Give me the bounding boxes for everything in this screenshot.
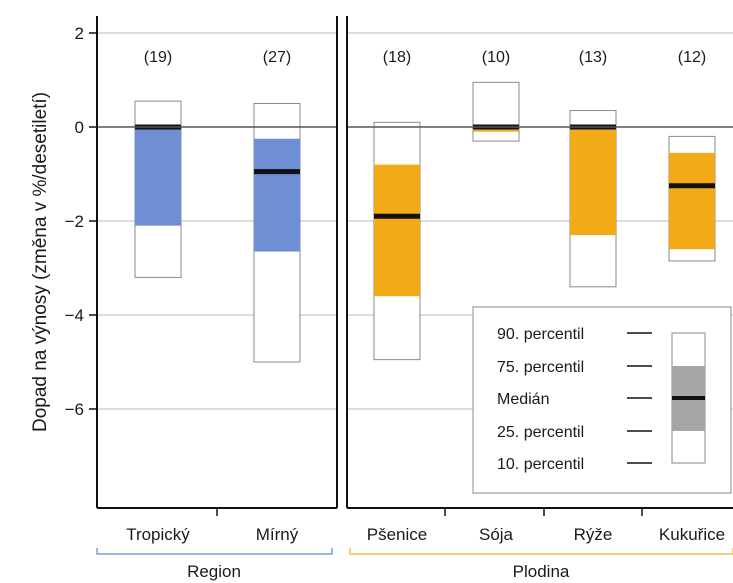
labels: (19) Tropický (27) Mírný (18) Pšenice (10) Sója… <box>30 24 733 581</box>
legend-entry: Medián <box>497 391 549 408</box>
legend-entry: 90. percentil <box>497 326 584 343</box>
sample-count: (10) <box>482 49 510 66</box>
group-label: Plodina <box>513 562 570 581</box>
sample-count: (19) <box>144 49 172 66</box>
box-mírný <box>253 103 301 363</box>
interquartile-range <box>374 164 420 297</box>
legend-box: 90. percentil 75. percentil Medián 25. perc… <box>472 306 732 494</box>
interquartile-range <box>135 127 181 226</box>
group-label: Region <box>187 562 241 581</box>
category-label: Rýže <box>574 525 613 544</box>
axes <box>89 16 733 516</box>
y-axis-title: Dopad na výnosy (změna v %/desetiletí) <box>30 92 51 432</box>
sample-count: (27) <box>263 49 291 66</box>
category-label: Kukuřice <box>659 525 725 544</box>
group-bracket-region: Region <box>96 548 333 581</box>
category-label: Sója <box>479 525 514 544</box>
y-tick-label: −4 <box>65 306 84 325</box>
y-tick-label: −6 <box>65 400 84 419</box>
y-tick-label: −2 <box>65 212 84 231</box>
box-pšenice <box>373 121 421 361</box>
category-label: Pšenice <box>367 525 427 544</box>
category-label: Mírný <box>256 525 299 544</box>
y-tick-label: 0 <box>75 118 84 137</box>
bracket-line <box>96 548 333 555</box>
bracket-line <box>349 548 733 555</box>
interquartile-range <box>254 138 300 252</box>
group-bracket-plodina: Plodina <box>349 548 733 581</box>
box-tropický <box>134 100 182 278</box>
box-kukuřice <box>668 135 716 262</box>
box-rýže <box>569 110 617 288</box>
category-label: Tropický <box>126 525 190 544</box>
interquartile-range <box>669 152 715 250</box>
sample-count: (12) <box>678 49 706 66</box>
legend-entry: 75. percentil <box>497 359 584 376</box>
legend-entry: 10. percentil <box>497 456 584 473</box>
whisker-range <box>472 81 520 142</box>
interquartile-range <box>570 127 616 236</box>
y-tick-label: 2 <box>75 24 84 43</box>
sample-count: (18) <box>383 49 411 66</box>
box-sója <box>472 81 520 142</box>
legend-entry: 25. percentil <box>497 424 584 441</box>
legend: 90. percentil 75. percentil Medián 25. perc… <box>472 306 732 494</box>
sample-count: (13) <box>579 49 607 66</box>
boxes <box>134 81 716 363</box>
